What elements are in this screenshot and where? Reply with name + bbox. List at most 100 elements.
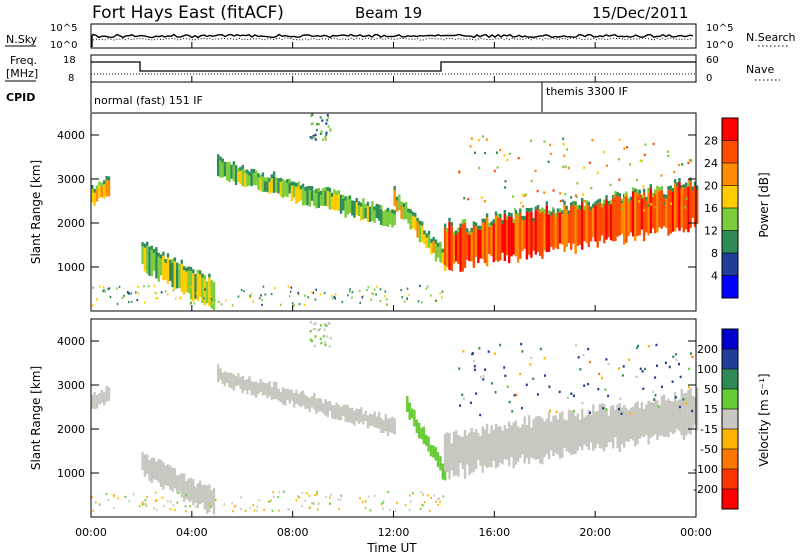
scatter-cell [194, 505, 197, 508]
echo-cell [669, 185, 672, 190]
echo-cell [600, 207, 604, 236]
echo-cell [558, 212, 562, 244]
x-tick-label: 00:00 [680, 526, 712, 539]
echo-cell [665, 194, 668, 199]
echo-cell [192, 269, 195, 274]
scatter-cell [274, 287, 276, 290]
colorbar-tick-label: 15 [704, 403, 718, 416]
colorbar-segment [722, 389, 738, 410]
echo-cell [315, 188, 318, 193]
y-tick-label: 3000 [57, 173, 85, 186]
echo-cell [561, 411, 564, 458]
scatter-cell [314, 133, 317, 137]
echo-cell [654, 397, 657, 435]
echo-cell [409, 209, 412, 214]
scatter-cell [146, 496, 148, 499]
colorbar-tick-label: -100 [693, 463, 718, 476]
echo-cell [159, 258, 163, 276]
echo-cell [499, 426, 502, 464]
scatter-cell [295, 499, 297, 502]
scatter-cell [225, 299, 227, 302]
echo-cell [362, 198, 365, 203]
scatter-cell [244, 509, 247, 512]
echo-cell [687, 186, 690, 233]
scatter-cell [370, 298, 372, 301]
echo-cell [589, 210, 593, 242]
echo-cell [180, 473, 183, 498]
scatter-cell [126, 291, 129, 294]
scatter-cell [136, 299, 138, 302]
scatter-cell [511, 410, 514, 413]
echo-cell [205, 285, 209, 304]
echo-cell [687, 390, 690, 434]
scatter-cell [617, 158, 620, 161]
echo-cell [295, 186, 298, 204]
colorbar-segment [722, 369, 738, 390]
echo-cell [194, 273, 197, 278]
scatter-cell [484, 151, 487, 155]
power-colorbar: 28 24 20 16 12 8 4 [704, 117, 739, 299]
echo-cell [398, 198, 401, 211]
echo-cell [355, 202, 358, 215]
echo-cell [205, 485, 209, 514]
echo-cell [547, 411, 551, 460]
echo-cell [592, 203, 595, 208]
scatter-cell [638, 200, 641, 203]
scatter-cell [313, 344, 316, 347]
x-tick-label: 08:00 [277, 526, 309, 539]
echo-cell [596, 410, 599, 444]
echo-cell [248, 171, 251, 176]
scatter-cell [376, 285, 378, 288]
scatter-cell [607, 394, 610, 398]
scatter-cell [503, 366, 506, 369]
scatter-cell [636, 346, 639, 350]
echo-cell [319, 190, 323, 195]
echo-cell [333, 193, 336, 211]
echo-cell [393, 186, 396, 191]
scatter-cell [672, 355, 675, 358]
scatter-cell [499, 148, 502, 152]
scatter-cell [231, 502, 233, 505]
scatter-cell [639, 159, 642, 162]
echo-cell [534, 206, 537, 211]
echo-cell [434, 239, 438, 244]
scatter-cell [311, 113, 314, 116]
echo-cell [554, 217, 557, 248]
echo-cell [414, 216, 417, 231]
scatter-cell [325, 131, 328, 134]
echo-cell [93, 392, 96, 409]
echo-cell [377, 208, 381, 221]
echo-cell [689, 181, 692, 229]
echo-cell [105, 180, 108, 197]
colorbar-tick-label: 28 [704, 135, 718, 148]
echo-cell [337, 194, 341, 212]
scatter-cell [214, 498, 217, 501]
echo-cell [649, 188, 652, 234]
echo-cell [565, 209, 568, 247]
echo-cell [364, 208, 367, 219]
scatter-cell [579, 368, 582, 371]
scatter-cell [419, 507, 422, 510]
scatter-cell [642, 195, 644, 198]
echo-cell [187, 266, 190, 271]
echo-cell [284, 389, 287, 406]
freq-label-line2: [MHz] [6, 67, 38, 80]
scatter-cell [438, 497, 440, 500]
echo-cell [301, 183, 305, 188]
frequency-panel: Freq. [MHz] 18 8 60 0 Nave [5, 54, 780, 84]
echo-cell [326, 186, 329, 191]
echo-cell [543, 209, 546, 214]
echo-cell [541, 211, 544, 259]
scatter-cell [573, 409, 576, 413]
velocity-y-axis-label: Slant Range [km] [29, 366, 43, 470]
echo-cell [468, 230, 471, 235]
echo-cell [255, 170, 258, 175]
scatter-cell [441, 290, 444, 293]
scatter-cell [644, 143, 647, 146]
echo-cell [455, 230, 458, 235]
scatter-cell [570, 196, 573, 199]
scatter-cell [681, 163, 684, 166]
echo-cell [389, 418, 392, 433]
echo-cell [281, 178, 285, 183]
echo-cell [355, 198, 358, 202]
